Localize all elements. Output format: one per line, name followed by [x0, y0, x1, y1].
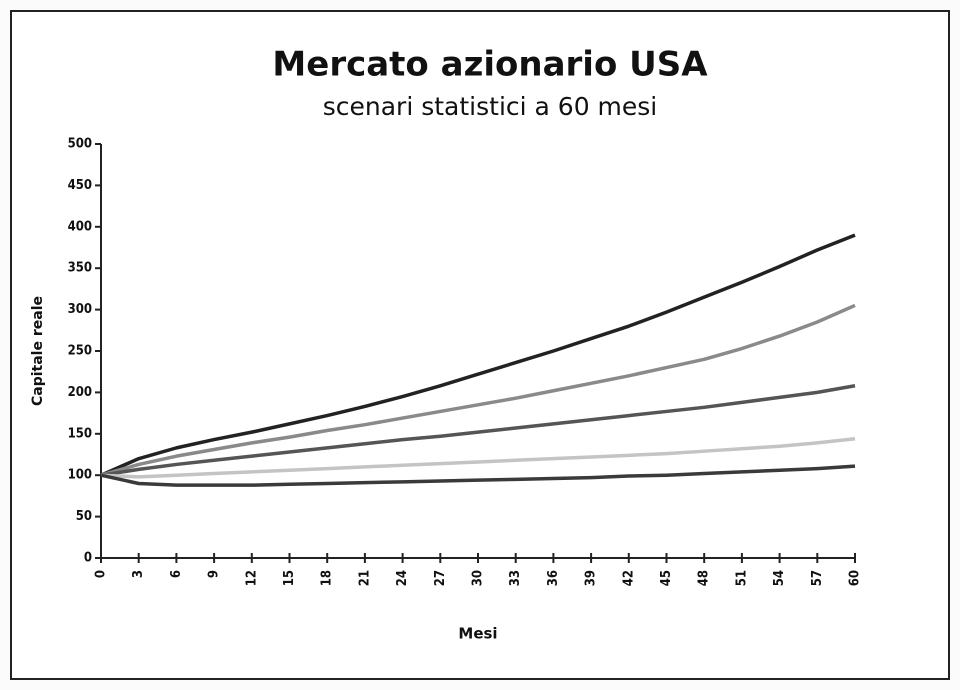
x-tick-label: 0: [94, 570, 109, 578]
x-tick-label: 48: [697, 570, 712, 586]
y-tick-label: 450: [68, 178, 92, 193]
x-tick-label: 6: [169, 570, 184, 578]
series-line: [100, 437, 856, 479]
x-axis-label: Mesi: [458, 625, 497, 643]
y-tick-label: 250: [68, 344, 92, 359]
x-tick-label: 24: [395, 570, 410, 586]
x-tick-label: 36: [546, 570, 561, 586]
y-tick-label: 200: [68, 385, 92, 400]
x-tick-label: 27: [433, 570, 448, 586]
x-tick-label: 57: [810, 570, 825, 586]
x-tick-label: 30: [471, 570, 486, 586]
x-tick-label: 51: [734, 570, 749, 586]
series-line: [100, 384, 856, 477]
y-tick-label: 50: [76, 509, 92, 524]
chart-title: Mercato azionario USA: [272, 45, 708, 85]
x-tick-label: 21: [357, 570, 372, 586]
x-tick-label: 42: [621, 570, 636, 586]
frame: [10, 10, 950, 680]
x-tick-label: 9: [207, 570, 222, 578]
x-tick-label: 3: [131, 570, 146, 578]
x-tick-label: 45: [659, 570, 674, 586]
series-line: [100, 233, 856, 477]
x-tick-label: 12: [244, 570, 259, 586]
y-tick-label: 400: [68, 219, 92, 234]
y-tick-label: 350: [68, 261, 92, 276]
x-tick-label: 54: [772, 570, 787, 586]
x-tick-label: 39: [584, 570, 599, 586]
y-tick-label: 300: [68, 302, 92, 317]
x-tick-label: 15: [282, 570, 297, 586]
y-tick-label: 150: [68, 426, 92, 441]
y-tick-label: 0: [84, 551, 92, 566]
series-line: [100, 464, 856, 487]
x-tick-label: 18: [320, 570, 335, 586]
y-tick-label: 500: [68, 137, 92, 152]
y-tick-label: 100: [68, 468, 92, 483]
chart-subtitle: scenari statistici a 60 mesi: [323, 92, 658, 121]
x-tick-label: 60: [848, 570, 863, 586]
x-tick-label: 33: [508, 570, 523, 586]
y-axis-label: Capitale reale: [30, 296, 46, 406]
series-line: [100, 303, 856, 477]
